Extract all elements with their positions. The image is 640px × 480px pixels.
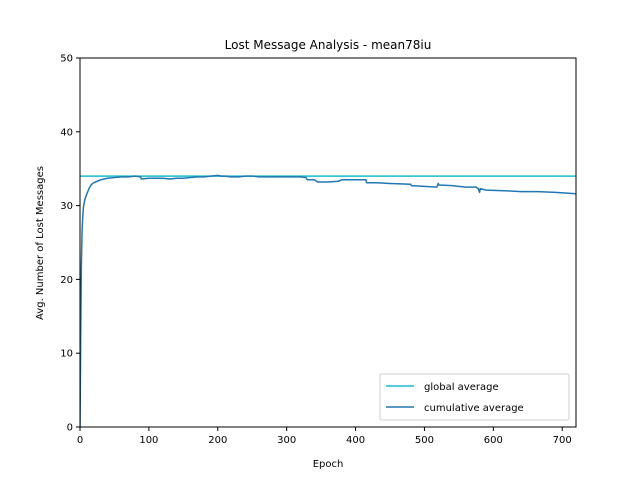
y-tick-label: 40 (60, 127, 73, 138)
x-tick-label: 200 (208, 435, 227, 446)
y-tick-label: 50 (60, 54, 73, 65)
cumulative-average-line (80, 174, 576, 427)
x-tick-label: 100 (139, 435, 158, 446)
legend-label: cumulative average (424, 403, 524, 414)
x-tick-label: 400 (346, 435, 365, 446)
x-tick-label: 0 (77, 435, 83, 446)
series-layer (80, 174, 576, 427)
plot-frame (79, 57, 577, 428)
chart-title: Lost Message Analysis - mean78iu (225, 38, 432, 52)
x-axis-label: Epoch (313, 459, 344, 470)
y-axis: 0 10 20 30 40 50 (60, 54, 80, 434)
legend-label: global average (424, 382, 499, 393)
x-tick-label: 500 (415, 435, 434, 446)
y-tick-label: 30 (60, 201, 73, 212)
y-tick-label: 20 (60, 275, 73, 286)
y-tick-label: 10 (60, 349, 73, 360)
legend: global average cumulative average (379, 373, 570, 421)
legend-box (379, 373, 570, 421)
x-tick-label: 300 (277, 435, 296, 446)
y-axis-label: Avg. Number of Lost Messages (35, 166, 46, 320)
x-tick-label: 700 (553, 435, 572, 446)
x-tick-label: 600 (484, 435, 503, 446)
x-axis: 0 100 200 300 400 500 600 700 (77, 427, 572, 446)
y-tick-label: 0 (67, 423, 73, 434)
